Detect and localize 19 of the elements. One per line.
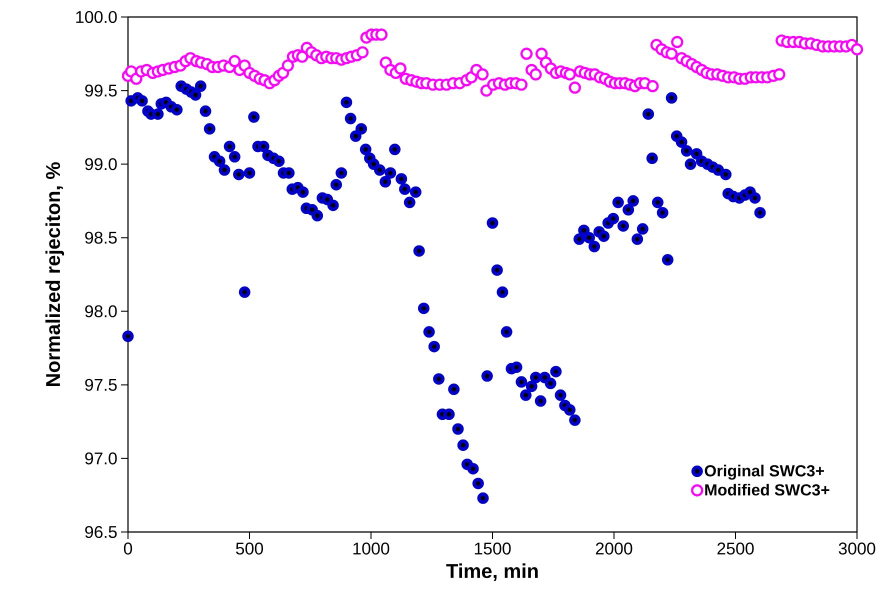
y-tick-label: 99.5	[85, 84, 117, 97]
y-axis-title: Normalized rejeciton, %	[45, 162, 64, 386]
y-tick-label: 97.0	[85, 452, 117, 464]
x-tick-label: 3000	[838, 542, 876, 555]
x-tick-label: 500	[236, 542, 264, 555]
x-tick-label: 1500	[474, 542, 511, 555]
y-tick-label: 100.0	[76, 10, 117, 24]
y-tick-label: 98.0	[85, 305, 117, 318]
y-tick-label: 99.0	[85, 158, 117, 170]
x-tick-label: 2000	[596, 542, 632, 555]
legend-label: Modified SWC3+	[705, 484, 830, 496]
y-tick-label: 98.5	[85, 232, 117, 244]
y-tick-label: 96.5	[85, 526, 117, 538]
y-tick-label: 97.5	[85, 378, 117, 391]
x-tick-label: 1000	[353, 542, 390, 555]
legend-label: Original SWC3+	[704, 464, 824, 480]
x-tick-label: 0	[124, 542, 132, 555]
x-tick-label: 2500	[717, 542, 754, 555]
x-axis-title: Time, min	[446, 563, 538, 582]
